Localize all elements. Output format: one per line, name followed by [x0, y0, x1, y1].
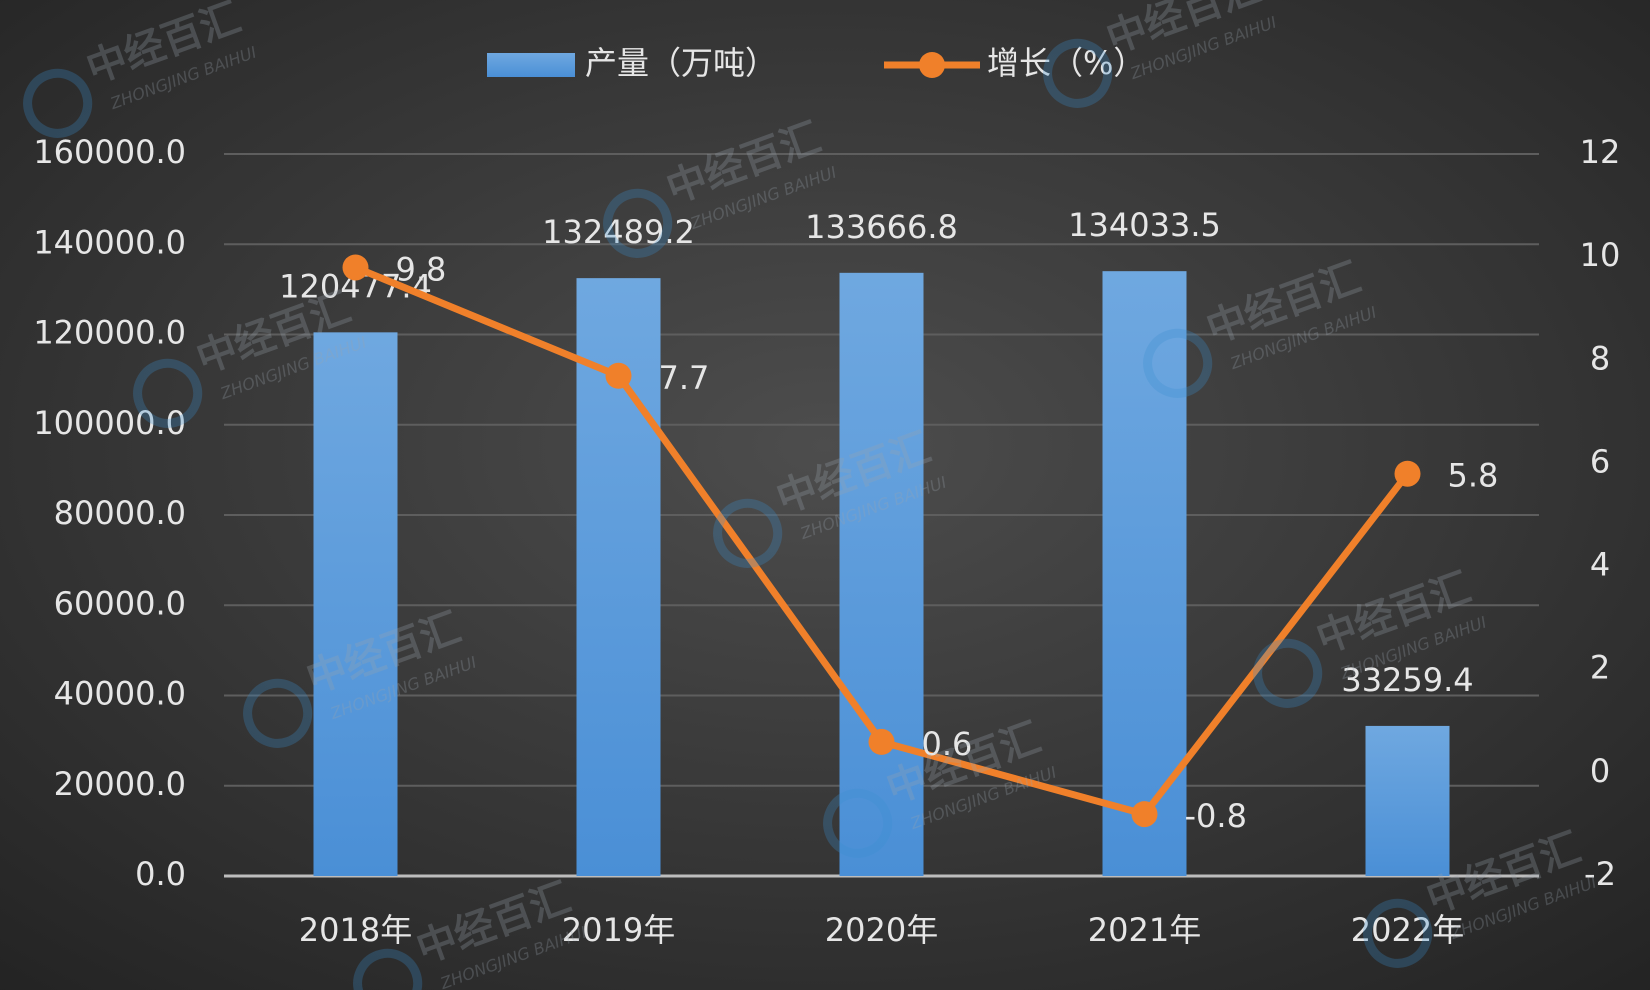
x-tick-label: 2020年 — [825, 911, 938, 949]
x-tick-label: 2018年 — [299, 911, 412, 949]
bar-value-label: 134033.5 — [1068, 206, 1221, 244]
legend-label: 增长（%） — [987, 44, 1145, 82]
watermark-logo — [353, 948, 423, 990]
y2-tick-label: 6 — [1590, 442, 1610, 480]
y2-tick-label: 0 — [1590, 752, 1610, 790]
bar — [839, 272, 924, 876]
line-marker — [605, 362, 632, 389]
x-tick-label: 2021年 — [1088, 911, 1201, 949]
legend-label: 产量（万吨） — [585, 44, 777, 82]
watermark-logo — [1143, 328, 1213, 398]
line-marker — [868, 728, 895, 755]
bar — [313, 332, 398, 877]
watermark-logo — [823, 788, 893, 858]
bar-value-label: 132489.2 — [542, 213, 695, 251]
legend-swatch — [487, 53, 575, 77]
watermark-logo — [603, 188, 673, 258]
y-tick-label: 120000.0 — [33, 314, 186, 352]
line-marker — [1394, 460, 1421, 487]
y2-tick-label: 8 — [1590, 339, 1610, 377]
line-marker — [342, 254, 369, 281]
legend-swatch — [919, 52, 945, 78]
y-tick-label: 60000.0 — [54, 584, 186, 622]
bar-value-label: 33259.4 — [1341, 661, 1473, 699]
line-value-label: 5.8 — [1448, 457, 1499, 495]
y-tick-label: 100000.0 — [33, 404, 186, 442]
y-tick-label: 140000.0 — [33, 223, 186, 261]
y2-tick-label: 10 — [1580, 236, 1621, 274]
bar — [1365, 725, 1450, 876]
y2-tick-label: -2 — [1584, 855, 1616, 893]
x-tick-label: 2022年 — [1351, 911, 1464, 949]
line-value-label: 0.6 — [922, 725, 973, 763]
watermark-logo — [133, 358, 203, 428]
y-tick-label: 80000.0 — [54, 494, 186, 532]
watermark-logo — [243, 678, 313, 748]
x-tick-label: 2019年 — [562, 911, 675, 949]
y-tick-label: 20000.0 — [54, 765, 186, 803]
y-tick-label: 40000.0 — [54, 675, 186, 713]
watermark-logo — [23, 68, 93, 138]
y2-tick-label: 4 — [1590, 546, 1610, 584]
bar-value-label: 133666.8 — [805, 208, 958, 246]
watermark-logo — [1363, 898, 1433, 968]
y2-tick-label: 2 — [1590, 649, 1610, 687]
y-tick-label: 160000.0 — [33, 133, 186, 171]
y-tick-label: 0.0 — [135, 855, 186, 893]
watermark-logo — [1253, 638, 1323, 708]
y2-tick-label: 12 — [1580, 133, 1621, 171]
line-value-label: 9.8 — [396, 250, 447, 288]
line-value-label: 7.7 — [659, 359, 710, 397]
line-value-label: -0.8 — [1185, 797, 1247, 835]
line-marker — [1131, 801, 1158, 828]
watermark-logo — [1043, 38, 1113, 108]
watermark-logo — [713, 498, 783, 568]
